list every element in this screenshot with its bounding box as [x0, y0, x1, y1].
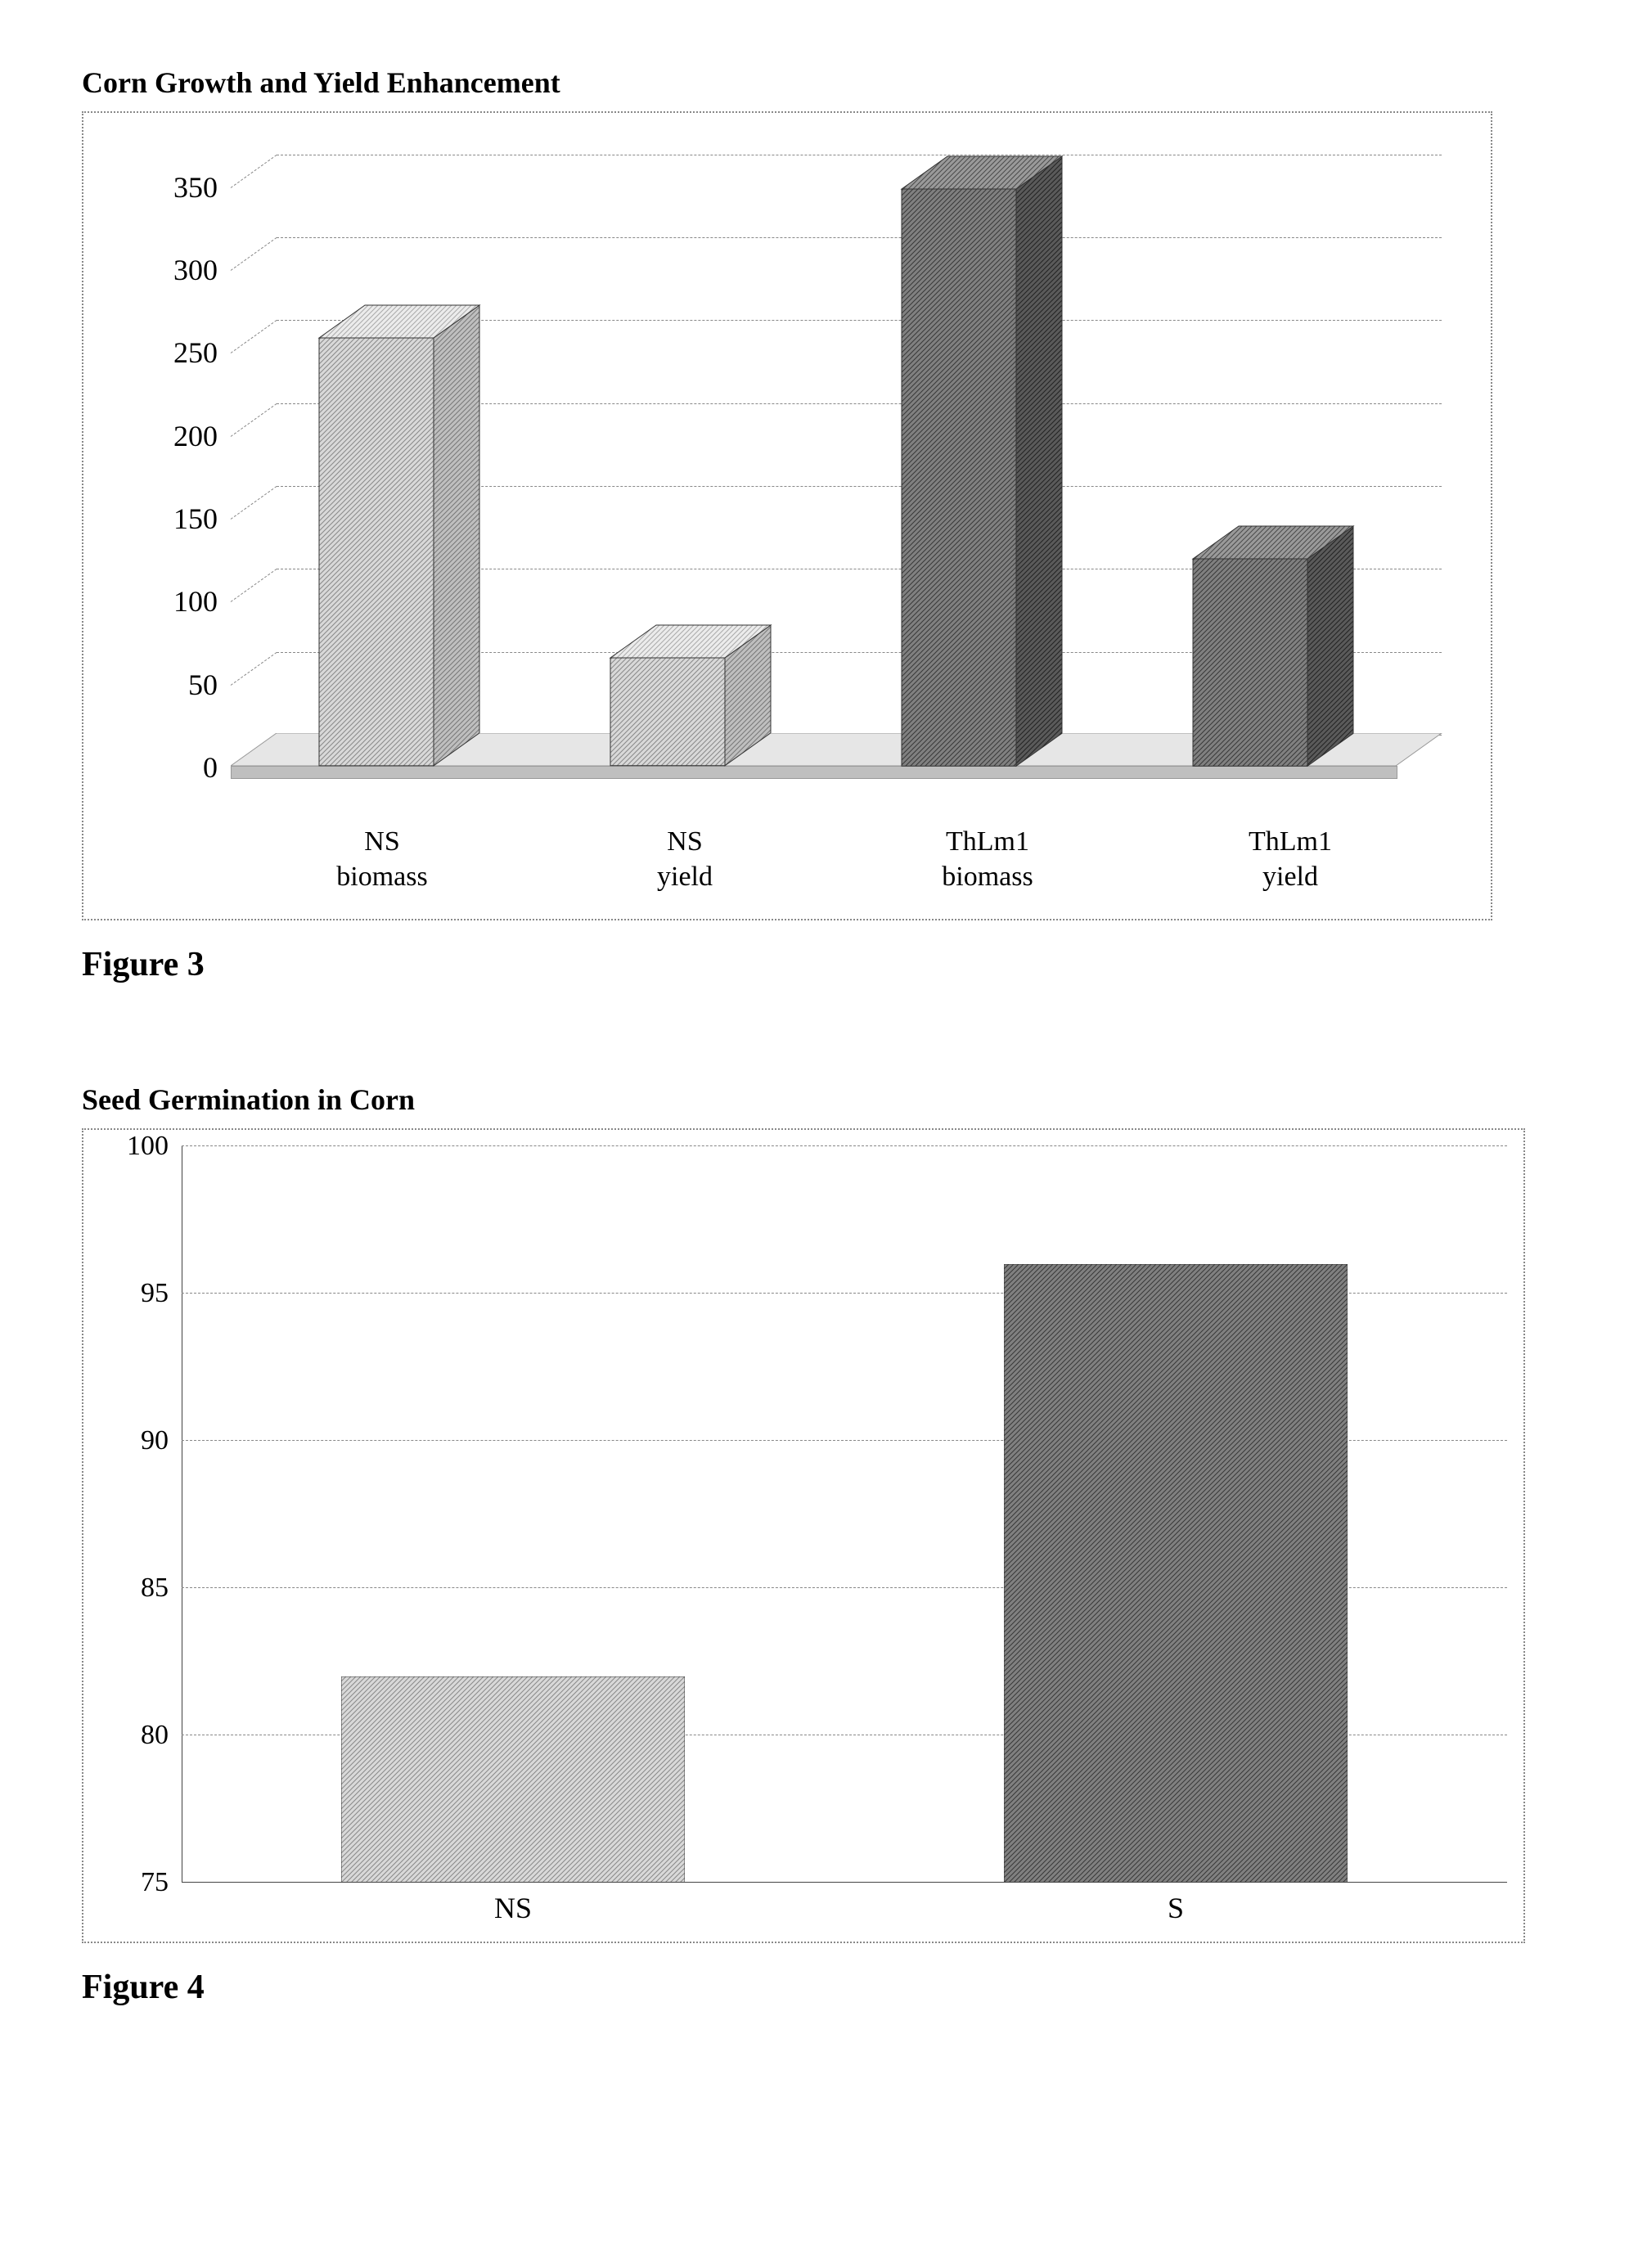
- figure-4-x-labels: NSS: [182, 1891, 1507, 1925]
- figure-3-title: Corn Growth and Yield Enhancement: [82, 65, 1556, 100]
- figure-4-x-label: NS: [182, 1891, 844, 1925]
- figure-4-ytick: 100: [127, 1131, 182, 1162]
- figure-3-x-labels: NSbiomassNSyieldThLm1biomassThLm1yield: [231, 825, 1442, 894]
- figure-4-ytick: 95: [141, 1278, 182, 1309]
- figure-3-ytick: 300: [173, 253, 231, 287]
- figure-4-ytick: 75: [141, 1867, 182, 1898]
- figure-3-ytick: 200: [173, 419, 231, 453]
- figure-3: Corn Growth and Yield Enhancement 050100…: [82, 65, 1556, 984]
- figure-4-title: Seed Germination in Corn: [82, 1082, 1556, 1117]
- figure-3-ytick: 100: [173, 584, 231, 619]
- figure-4-x-label: S: [844, 1891, 1507, 1925]
- figure-4-caption: Figure 4: [82, 1968, 1556, 2007]
- figure-3-caption: Figure 3: [82, 945, 1556, 984]
- figure-4-ytick: 80: [141, 1720, 182, 1751]
- figure-3-chart: 050100150200250300350 NSbiomassNSyieldTh…: [82, 111, 1492, 920]
- figure-3-bar: [319, 307, 479, 767]
- figure-4: Seed Germination in Corn 7580859095100 N…: [82, 1082, 1556, 2007]
- figure-3-ytick: 0: [203, 750, 231, 785]
- figure-3-x-label: ThLm1yield: [1139, 825, 1442, 894]
- figure-3-x-label: ThLm1biomass: [836, 825, 1139, 894]
- figure-4-plot-area: 7580859095100: [182, 1146, 1507, 1883]
- figure-3-bar: [610, 627, 771, 767]
- figure-3-ytick: 250: [173, 335, 231, 370]
- figure-3-plot-area: 050100150200250300350: [231, 146, 1442, 767]
- figure-4-baseline: [182, 1882, 1507, 1883]
- figure-4-bar: [341, 1676, 685, 1883]
- figure-3-ytick: 150: [173, 502, 231, 536]
- figure-4-ytick: 90: [141, 1425, 182, 1456]
- figure-4-ytick: 85: [141, 1573, 182, 1604]
- figure-3-x-label: NSbiomass: [231, 825, 533, 894]
- figure-4-bar: [1004, 1264, 1348, 1883]
- figure-3-ytick: 50: [188, 668, 231, 702]
- figure-3-x-label: NSyield: [533, 825, 836, 894]
- figure-3-bar: [1193, 528, 1353, 767]
- figure-4-chart: 7580859095100 NSS: [82, 1128, 1525, 1943]
- figure-3-bar: [902, 158, 1062, 767]
- figure-3-ytick: 350: [173, 170, 231, 205]
